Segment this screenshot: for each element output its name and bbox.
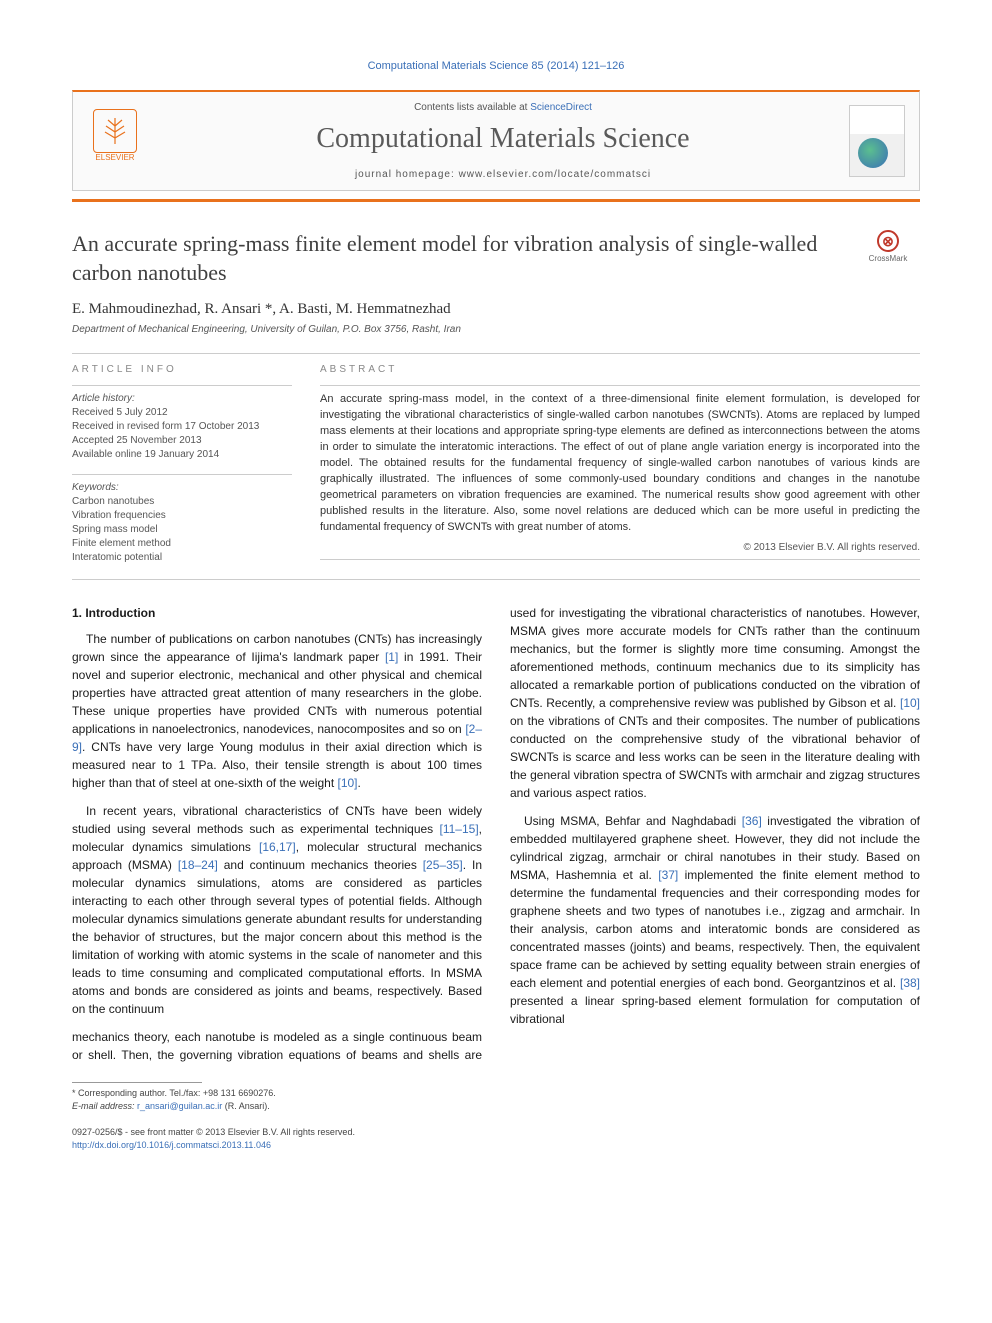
p2a: In recent years, vibrational characteris… <box>72 804 482 836</box>
homepage-url[interactable]: www.elsevier.com/locate/commatsci <box>459 169 652 180</box>
publisher-logo-col: ELSEVIER <box>87 109 157 173</box>
keywords-head: Keywords: <box>72 481 292 495</box>
para-4: Using MSMA, Behfar and Naghdabadi [36] i… <box>510 812 920 1028</box>
ref-18-24[interactable]: [18–24] <box>178 858 218 872</box>
keyword-4: Finite element method <box>72 537 292 551</box>
email-link[interactable]: r_ansari@guilan.ac.ir <box>137 1101 222 1111</box>
p4d: presented a linear spring-based element … <box>510 994 920 1026</box>
ref-25-35[interactable]: [25–35] <box>423 858 463 872</box>
email-label: E-mail address: <box>72 1101 137 1111</box>
meta-block: ARTICLE INFO Article history: Received 5… <box>72 364 920 565</box>
section-1-head: 1. Introduction <box>72 604 482 622</box>
ref-1[interactable]: [1] <box>385 650 398 664</box>
para-1: The number of publications on carbon nan… <box>72 630 482 792</box>
received-date: Received 5 July 2012 <box>72 406 292 420</box>
ref-36[interactable]: [36] <box>742 814 762 828</box>
body-rule <box>72 579 920 580</box>
ref-10a[interactable]: [10] <box>338 776 358 790</box>
elsevier-logo[interactable]: ELSEVIER <box>87 109 143 173</box>
abstract-head: ABSTRACT <box>320 364 920 375</box>
corresponding-author: * Corresponding author. Tel./fax: +98 13… <box>72 1087 920 1100</box>
sciencedirect-link[interactable]: ScienceDirect <box>530 102 592 113</box>
header-center: Contents lists available at ScienceDirec… <box>157 102 849 180</box>
abstract-rule-2 <box>320 559 920 560</box>
crossmark-label: CrossMark <box>869 254 908 263</box>
publisher-name: ELSEVIER <box>95 153 134 162</box>
ref-11-15[interactable]: [11–15] <box>440 822 479 836</box>
article-info-col: ARTICLE INFO Article history: Received 5… <box>72 364 292 565</box>
email-suffix: (R. Ansari). <box>222 1101 270 1111</box>
meta-rule-top <box>72 353 920 354</box>
p2d: and continuum mechanics theories <box>218 858 423 872</box>
citation-link[interactable]: Computational Materials Science 85 (2014… <box>368 60 625 72</box>
article-info-head: ARTICLE INFO <box>72 364 292 375</box>
footnotes: * Corresponding author. Tel./fax: +98 13… <box>72 1087 920 1112</box>
contents-line: Contents lists available at ScienceDirec… <box>157 102 849 113</box>
keyword-5: Interatomic potential <box>72 551 292 565</box>
ref-37[interactable]: [37] <box>658 868 678 882</box>
keyword-2: Vibration frequencies <box>72 509 292 523</box>
p4c: implemented the finite element method to… <box>510 868 920 990</box>
abstract-col: ABSTRACT An accurate spring-mass model, … <box>320 364 920 565</box>
keyword-1: Carbon nanotubes <box>72 495 292 509</box>
keyword-3: Spring mass model <box>72 523 292 537</box>
homepage-prefix: journal homepage: <box>355 169 459 180</box>
footnote-rule <box>72 1082 202 1083</box>
crossmark-icon: ⊗ <box>877 230 899 252</box>
doi-link[interactable]: http://dx.doi.org/10.1016/j.commatsci.20… <box>72 1140 271 1150</box>
p3b: on the vibrations of CNTs and their comp… <box>510 714 920 800</box>
p2e: . In molecular dynamics simulations, ato… <box>72 858 482 1016</box>
body-columns: 1. Introduction The number of publicatio… <box>72 604 920 1064</box>
elsevier-tree-icon <box>93 109 137 153</box>
ref-10b[interactable]: [10] <box>900 696 920 710</box>
para-2: In recent years, vibrational characteris… <box>72 802 482 1018</box>
ref-16-17[interactable]: [16,17] <box>259 840 296 854</box>
journal-name: Computational Materials Science <box>157 123 849 155</box>
title-row: An accurate spring-mass finite element m… <box>72 230 920 287</box>
ref-38[interactable]: [38] <box>900 976 920 990</box>
contents-prefix: Contents lists available at <box>414 102 530 113</box>
orange-rule <box>72 199 920 202</box>
p1c: . CNTs have very large Young modulus in … <box>72 740 482 790</box>
journal-cover-thumb[interactable] <box>849 105 905 177</box>
accepted-date: Accepted 25 November 2013 <box>72 434 292 448</box>
front-matter-line: 0927-0256/$ - see front matter © 2013 El… <box>72 1126 920 1139</box>
homepage-line: journal homepage: www.elsevier.com/locat… <box>157 169 849 180</box>
journal-header: ELSEVIER Contents lists available at Sci… <box>72 90 920 191</box>
article-title: An accurate spring-mass finite element m… <box>72 230 840 287</box>
crossmark-badge[interactable]: ⊗ CrossMark <box>856 230 920 263</box>
bottom-matter: 0927-0256/$ - see front matter © 2013 El… <box>72 1126 920 1151</box>
affiliation: Department of Mechanical Engineering, Un… <box>72 324 920 335</box>
authors-text[interactable]: E. Mahmoudinezhad, R. Ansari *, A. Basti… <box>72 301 451 317</box>
p4a: Using MSMA, Behfar and Naghdabadi <box>524 814 742 828</box>
p1d: . <box>358 776 361 790</box>
revised-date: Received in revised form 17 October 2013 <box>72 420 292 434</box>
online-date: Available online 19 January 2014 <box>72 448 292 462</box>
info-rule-2 <box>72 474 292 475</box>
info-rule <box>72 385 292 386</box>
abstract-copyright: © 2013 Elsevier B.V. All rights reserved… <box>320 542 920 553</box>
citation-line: Computational Materials Science 85 (2014… <box>72 60 920 72</box>
abstract-rule <box>320 385 920 386</box>
authors-line: E. Mahmoudinezhad, R. Ansari *, A. Basti… <box>72 301 920 318</box>
history-head: Article history: <box>72 392 292 406</box>
email-line: E-mail address: r_ansari@guilan.ac.ir (R… <box>72 1100 920 1113</box>
page-container: Computational Materials Science 85 (2014… <box>0 0 992 1192</box>
abstract-text: An accurate spring-mass model, in the co… <box>320 392 920 535</box>
